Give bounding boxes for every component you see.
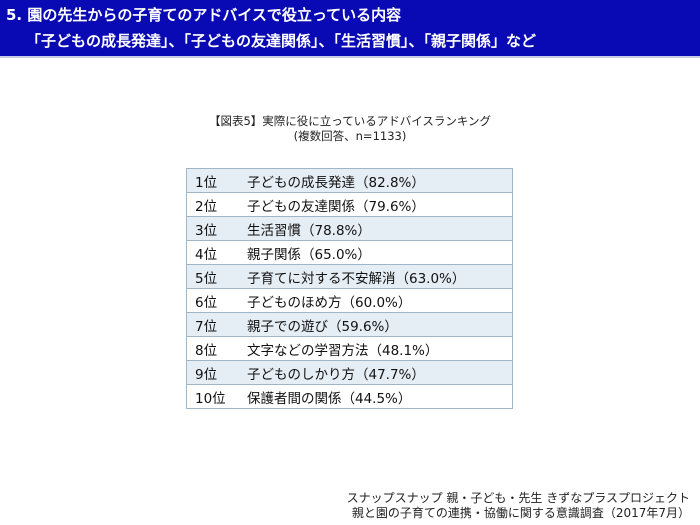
- slide-subtitle: 「子どもの成長発達」、「子どもの友達関係」、「生活習慣」、「親子関係」など: [26, 32, 537, 50]
- rank-cell: 10位: [186, 384, 243, 409]
- figure-caption: 【図表5】実際に役に立っているアドバイスランキング: [208, 114, 492, 128]
- rank-cell: 9位: [186, 360, 243, 385]
- item-cell: 子育てに対する不安解消（63.0%）: [243, 264, 513, 289]
- item-cell: 子どものしかり方（47.7%）: [243, 360, 513, 385]
- table-row: 8位 文字などの学習方法（48.1%）: [186, 336, 513, 361]
- item-cell: 親子関係（65.0%）: [243, 240, 513, 265]
- item-cell: 文字などの学習方法（48.1%）: [243, 336, 513, 361]
- rank-cell: 5位: [186, 264, 243, 289]
- item-cell: 保護者間の関係（44.5%）: [243, 384, 513, 409]
- table-row: 9位 子どものしかり方（47.7%）: [186, 360, 513, 385]
- rank-cell: 1位: [186, 168, 243, 193]
- table-row: 6位 子どものほめ方（60.0%）: [186, 288, 513, 313]
- rank-cell: 4位: [186, 240, 243, 265]
- item-cell: 子どもの友達関係（79.6%）: [243, 192, 513, 217]
- table-row: 10位 保護者間の関係（44.5%）: [186, 384, 513, 409]
- item-cell: 生活習慣（78.8%）: [243, 216, 513, 241]
- ranking-table: 1位 子どもの成長発達（82.8%） 2位 子どもの友達関係（79.6%） 3位 生活…: [186, 168, 513, 409]
- source-project: スナップスナップ 親・子ども・先生 きずなプラスプロジェクト: [346, 491, 690, 505]
- figure-note: (複数回答、n=1133): [293, 129, 407, 143]
- rank-cell: 8位: [186, 336, 243, 361]
- table-row: 2位 子どもの友達関係（79.6%）: [186, 192, 513, 217]
- table-row: 7位 親子での遊び（59.6%）: [186, 312, 513, 337]
- table-row: 1位 子どもの成長発達（82.8%）: [186, 168, 513, 193]
- item-cell: 親子での遊び（59.6%）: [243, 312, 513, 337]
- rank-cell: 7位: [186, 312, 243, 337]
- item-cell: 子どもの成長発達（82.8%）: [243, 168, 513, 193]
- source-survey: 親と園の子育ての連携・協働に関する意識調査（2017年7月）: [351, 506, 690, 520]
- slide-title: 5. 園の先生からの子育てのアドバイスで役立っている内容: [6, 6, 402, 24]
- rank-cell: 3位: [186, 216, 243, 241]
- table-row: 5位 子育てに対する不安解消（63.0%）: [186, 264, 513, 289]
- table-row: 4位 親子関係（65.0%）: [186, 240, 513, 265]
- header-divider: [0, 56, 700, 58]
- rank-cell: 2位: [186, 192, 243, 217]
- rank-cell: 6位: [186, 288, 243, 313]
- item-cell: 子どものほめ方（60.0%）: [243, 288, 513, 313]
- table-row: 3位 生活習慣（78.8%）: [186, 216, 513, 241]
- slide-header: 5. 園の先生からの子育てのアドバイスで役立っている内容 「子どもの成長発達」、…: [0, 0, 700, 56]
